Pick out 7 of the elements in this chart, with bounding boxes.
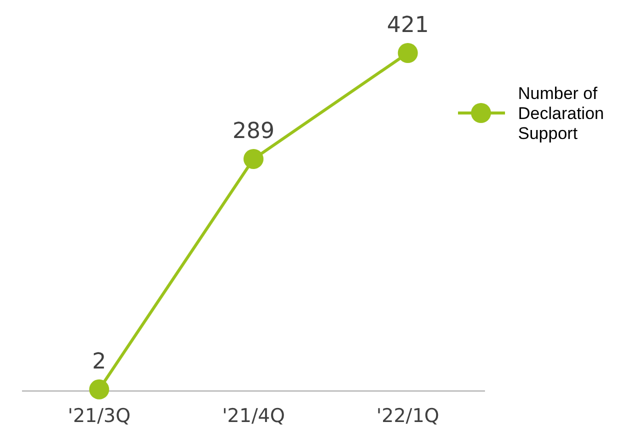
data-label: 289: [232, 118, 274, 144]
x-tick-label: '21/4Q: [222, 405, 285, 427]
data-label: 421: [386, 13, 429, 38]
data-label: 2: [92, 349, 106, 374]
legend-label: Number of Declaration Support: [518, 84, 604, 143]
x-tick-label: '21/3Q: [68, 405, 131, 427]
x-tick-label: '22/1Q: [376, 405, 440, 427]
